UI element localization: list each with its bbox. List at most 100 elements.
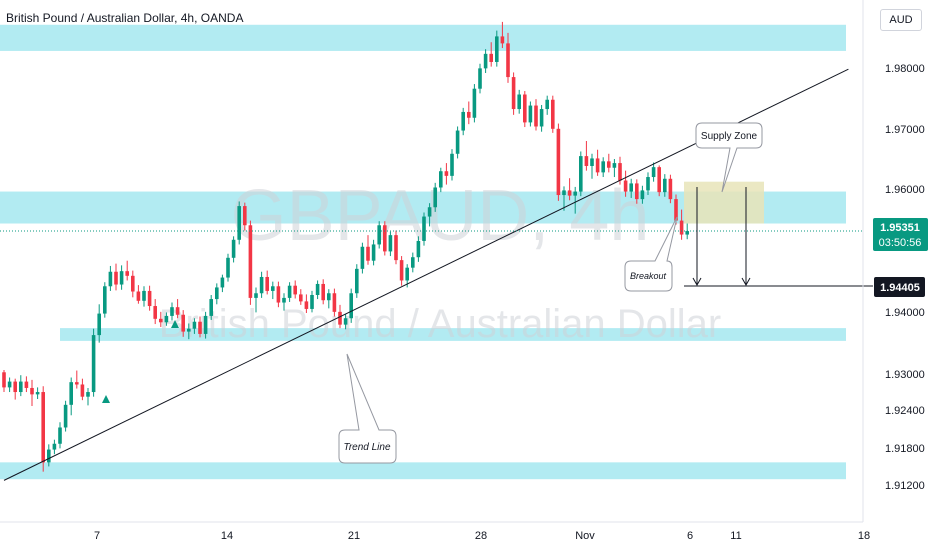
candle-body	[198, 321, 202, 334]
candle-body	[243, 206, 247, 226]
candle-body	[377, 225, 381, 245]
candle-body	[405, 267, 409, 281]
candle-body	[349, 293, 353, 319]
candle-body	[209, 299, 213, 316]
time-axis[interactable]: 7 14 21 28 Nov 6 11 18	[94, 530, 870, 542]
candle-body	[304, 301, 309, 309]
y-tick-label: 1.98000	[885, 63, 925, 75]
candle-body	[439, 171, 443, 188]
trend-line-callout[interactable]	[338, 353, 397, 464]
candle-body	[30, 387, 34, 395]
candle-body	[310, 294, 314, 309]
y-tick-label: 1.91200	[885, 480, 925, 492]
candle-body	[181, 314, 185, 332]
candle-body	[276, 286, 281, 303]
price-axis[interactable]: 1.98000 1.97000 1.96000 1.94000 1.93000 …	[885, 63, 925, 492]
candle-body	[13, 381, 17, 393]
candle-body	[131, 275, 135, 292]
candle-body	[478, 68, 482, 89]
y-tick-label: 1.92400	[885, 405, 925, 417]
candle-body	[41, 392, 45, 463]
x-tick-label: 28	[475, 530, 487, 542]
target-price-tag[interactable]: 1.94405	[874, 277, 925, 297]
candle-body	[332, 293, 337, 312]
candle-body	[495, 36, 499, 62]
candle-body	[427, 207, 432, 217]
currency-button[interactable]: AUD	[880, 9, 922, 31]
candle-body	[500, 36, 505, 44]
y-tick-label: 1.96000	[885, 184, 925, 196]
candle-body	[164, 315, 169, 323]
candle-body	[248, 225, 253, 298]
candle-body	[282, 297, 286, 303]
candle-body	[147, 290, 152, 307]
candle-body	[175, 307, 180, 315]
arrow-down-icon	[741, 277, 751, 286]
x-tick-label: 18	[858, 530, 870, 542]
candle-body	[483, 53, 488, 69]
candle-body	[355, 268, 359, 294]
trend-line-label: Trend Line	[343, 442, 391, 453]
candle-body	[450, 153, 454, 176]
candle-body	[595, 158, 600, 173]
candle-body	[343, 318, 348, 325]
candle-body	[422, 216, 426, 241]
candle-body	[315, 283, 320, 295]
candle-body	[287, 285, 292, 298]
candle-body	[192, 321, 197, 329]
breakout-label: Breakout	[630, 271, 667, 281]
candle-body	[618, 163, 622, 181]
candle-body	[170, 307, 174, 316]
candle-body	[371, 244, 376, 261]
breakout-callout[interactable]	[624, 216, 678, 292]
candle-body	[69, 382, 73, 405]
candle-body	[517, 94, 521, 110]
candle-body	[383, 225, 387, 252]
candle-body	[646, 177, 650, 191]
candle-body	[444, 171, 449, 176]
last-price-tag[interactable]: 1.95351 03:50:56	[873, 218, 928, 251]
candle-body	[259, 276, 264, 294]
x-tick-label: Nov	[575, 530, 595, 542]
candle-body	[461, 111, 465, 131]
candle-body	[47, 449, 51, 463]
candle-body	[467, 111, 471, 118]
last-price-value: 1.95351	[880, 222, 920, 234]
candle-body	[651, 167, 656, 178]
candle-body	[472, 88, 477, 118]
candle-body	[366, 246, 370, 261]
candle-body	[103, 286, 107, 314]
support-resistance-zone	[0, 24, 846, 51]
candle-body	[612, 163, 617, 168]
candle-body	[455, 130, 460, 154]
supply-zone-callout[interactable]	[695, 122, 763, 193]
x-tick-label: 7	[94, 530, 100, 542]
x-tick-label: 11	[730, 530, 741, 542]
chart-title: British Pound / Australian Dollar, 4h, O…	[6, 11, 244, 25]
candle-body	[7, 381, 12, 388]
candle-body	[108, 271, 113, 287]
y-tick-label: 1.93000	[885, 369, 925, 381]
candle-body	[215, 287, 219, 300]
x-tick-label: 14	[221, 530, 233, 542]
y-tick-label: 1.97000	[885, 124, 925, 136]
candle-body	[226, 257, 230, 278]
candle-body	[523, 94, 527, 123]
candle-body	[556, 128, 561, 196]
candle-body	[545, 99, 549, 110]
candle-body	[601, 161, 605, 173]
y-tick-label: 1.94000	[885, 307, 925, 319]
buy-signal-icon	[102, 395, 110, 403]
candle-body	[489, 53, 493, 62]
candle-body	[562, 190, 566, 196]
candle-body	[399, 260, 404, 281]
y-tick-label: 1.91800	[885, 443, 925, 455]
candle-body	[411, 257, 415, 268]
candle-body	[119, 271, 124, 285]
candle-body	[590, 158, 594, 166]
bar-countdown: 03:50:56	[879, 237, 922, 249]
candle-body	[567, 190, 572, 196]
candle-body	[237, 206, 241, 240]
candle-body	[657, 167, 661, 193]
